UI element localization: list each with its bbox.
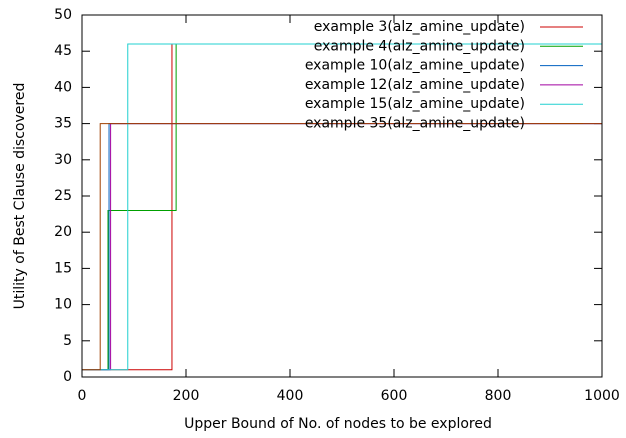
- series-line: [82, 123, 602, 371]
- y-tick-label: 30: [54, 152, 72, 168]
- series-line: [82, 123, 602, 371]
- y-tick-label: 5: [63, 333, 72, 349]
- y-tick-label: 35: [54, 116, 72, 132]
- legend-label: example 4(alz_amine_update): [314, 38, 525, 54]
- legend-label: example 12(alz_amine_update): [305, 77, 525, 93]
- y-tick-label: 20: [54, 224, 72, 240]
- y-tick-label: 40: [54, 79, 72, 95]
- legend-label: example 3(alz_amine_update): [314, 19, 525, 35]
- y-tick-label: 15: [54, 260, 72, 276]
- x-tick-label: 0: [78, 388, 87, 404]
- x-tick-label: 400: [277, 388, 304, 404]
- y-tick-label: 45: [54, 43, 72, 59]
- x-axis-label: Upper Bound of No. of nodes to be explor…: [184, 416, 492, 432]
- x-tick-label: 1000: [584, 388, 620, 404]
- y-tick-label: 50: [54, 7, 72, 23]
- y-tick-label: 10: [54, 297, 72, 313]
- y-axis-label: Utility of Best Clause discovered: [12, 83, 28, 310]
- x-tick-label: 600: [381, 388, 408, 404]
- y-tick-label: 0: [63, 369, 72, 385]
- plot-frame: [81, 14, 603, 378]
- series-line: [82, 123, 602, 371]
- x-tick-label: 800: [485, 388, 512, 404]
- legend-label: example 35(alz_amine_update): [305, 116, 525, 132]
- y-tick-label: 25: [54, 188, 72, 204]
- legend-label: example 15(alz_amine_update): [305, 96, 525, 112]
- legend-label: example 10(alz_amine_update): [305, 58, 525, 74]
- series-line: [82, 43, 602, 371]
- x-tick-label: 200: [173, 388, 200, 404]
